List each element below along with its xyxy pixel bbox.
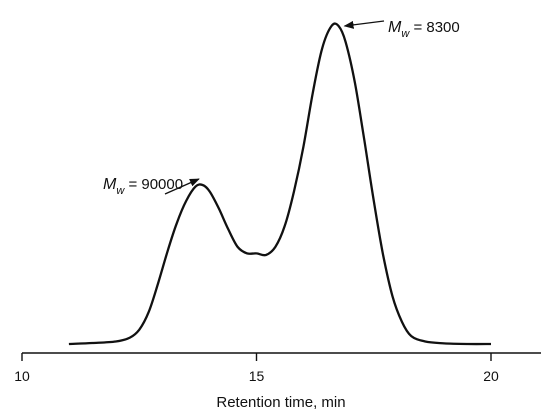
x-tick-label: 20 (483, 368, 499, 384)
x-axis-ticks: 10 15 20 (14, 353, 499, 384)
x-tick-label: 15 (249, 368, 265, 384)
x-axis-title: Retention time, min (216, 394, 345, 411)
annotation-label: Mw = 8300 (388, 19, 460, 40)
annotation-arrow (164, 178, 200, 195)
annotation-label: Mw = 90000 (103, 176, 183, 197)
x-tick-label: 10 (14, 368, 30, 384)
annotations: Mw = 90000 Mw = 8300 (103, 19, 460, 197)
series-line (68, 22, 492, 346)
annotation-arrow (343, 20, 385, 29)
